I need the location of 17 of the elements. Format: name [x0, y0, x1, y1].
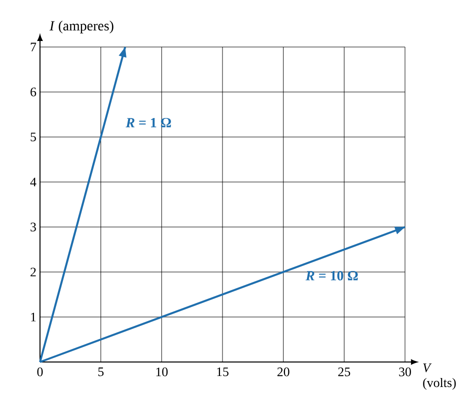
x-tick-label: 25: [338, 368, 350, 376]
x-tick-label: 15: [217, 368, 228, 376]
y-tick-label: 5: [30, 132, 36, 142]
x-tick-label: 0: [37, 368, 43, 376]
y-tick-label: 2: [30, 268, 36, 276]
x-tick-label: 30: [399, 368, 411, 376]
y-tick-label: 4: [30, 178, 36, 186]
x-axis-title: V (volts): [423, 364, 456, 390]
x-tick-label: 10: [156, 368, 168, 376]
y-tick-label: 6: [30, 88, 36, 96]
y-tick-label: 3: [30, 222, 36, 232]
series-label: R = 10 Ω: [306, 270, 358, 280]
y-tick-label: 1: [31, 312, 36, 322]
x-tick-label: 5: [98, 368, 104, 376]
x-tick-label: 20: [277, 368, 290, 376]
y-tick-label: 7: [30, 42, 36, 52]
y-axis-title: I (amperes): [49, 20, 114, 34]
